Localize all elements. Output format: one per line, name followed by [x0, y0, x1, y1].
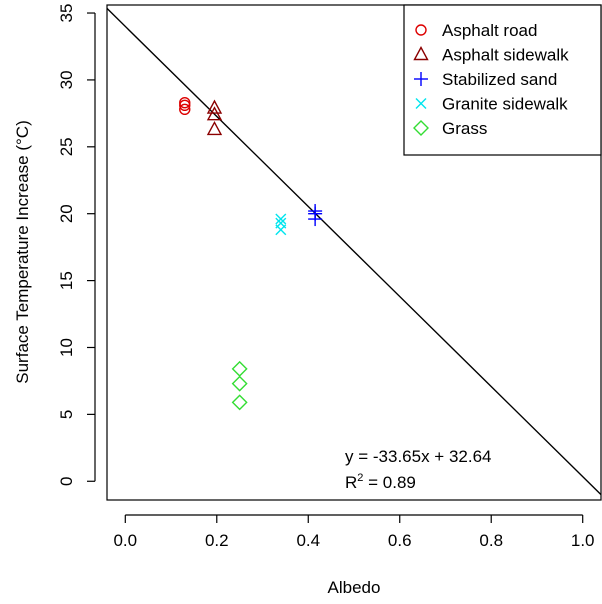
legend-item: Asphalt road [415, 21, 537, 40]
legend-label: Asphalt sidewalk [442, 46, 569, 65]
legend-item: Asphalt sidewalk [413, 46, 569, 65]
data-point-1-2 [206, 120, 223, 136]
data-point-4-2 [231, 394, 248, 411]
legend-marker-3 [415, 98, 427, 109]
data-point-1-0 [206, 99, 223, 114]
data-point-4-1 [231, 375, 248, 392]
y-tick-label: 15 [57, 271, 76, 290]
legend-item: Stabilized sand [414, 70, 557, 89]
data-point-4-0 [231, 360, 248, 377]
x-tick-label: 1.0 [571, 531, 595, 550]
data-point-3-2 [275, 224, 287, 236]
legend-marker-4 [413, 120, 429, 136]
regression-line [106, 7, 602, 496]
data-point-0-2 [179, 103, 191, 116]
x-tick-label: 0.4 [296, 531, 320, 550]
x-tick-label: 0.6 [388, 531, 412, 550]
y-axis: 0 5 10 15 20 25 30 35 [57, 4, 96, 486]
x-tick-label: 0.0 [113, 531, 137, 550]
data-point-0-1 [179, 99, 191, 112]
legend-label: Granite sidewalk [442, 95, 568, 114]
x-tick-label: 0.2 [205, 531, 229, 550]
legend-label: Stabilized sand [442, 70, 557, 89]
data-points [179, 96, 323, 411]
legend-label: Asphalt road [442, 21, 537, 40]
r-squared-symbol: R [345, 473, 357, 492]
legend-label: Grass [442, 119, 487, 138]
legend: Asphalt road Asphalt sidewalk Stabilized s… [403, 4, 602, 156]
legend-item: Grass [413, 119, 487, 138]
r-squared-value: = 0.89 [363, 473, 415, 492]
data-point-2-2 [308, 212, 323, 227]
legend-box [403, 4, 602, 156]
y-tick-label: 0 [57, 477, 76, 486]
x-axis-label: Albedo [328, 578, 381, 597]
y-tick-label: 25 [57, 137, 76, 156]
y-tick-label: 30 [57, 70, 76, 89]
plot-frame [106, 4, 602, 501]
x-axis: 0.0 0.2 0.4 0.6 0.8 1.0 [113, 514, 595, 550]
data-point-1-1 [206, 106, 223, 121]
y-tick-label: 5 [57, 410, 76, 419]
y-axis-label: Surface Temperature Increase (°C) [13, 120, 32, 383]
r-squared-superscript: 2 [357, 472, 363, 484]
legend-marker-0 [415, 24, 427, 36]
r-squared-label: R2 = 0.89 [345, 472, 416, 492]
y-tick-label: 10 [57, 338, 76, 357]
y-tick-label: 20 [57, 204, 76, 223]
data-point-3-0 [275, 213, 287, 225]
y-tick-label: 35 [57, 4, 76, 23]
regression-equation: y = -33.65x + 32.64 [345, 447, 492, 466]
x-tick-label: 0.8 [479, 531, 503, 550]
legend-item: Granite sidewalk [415, 95, 568, 114]
legend-marker-1 [413, 46, 429, 61]
legend-marker-2 [414, 72, 428, 86]
